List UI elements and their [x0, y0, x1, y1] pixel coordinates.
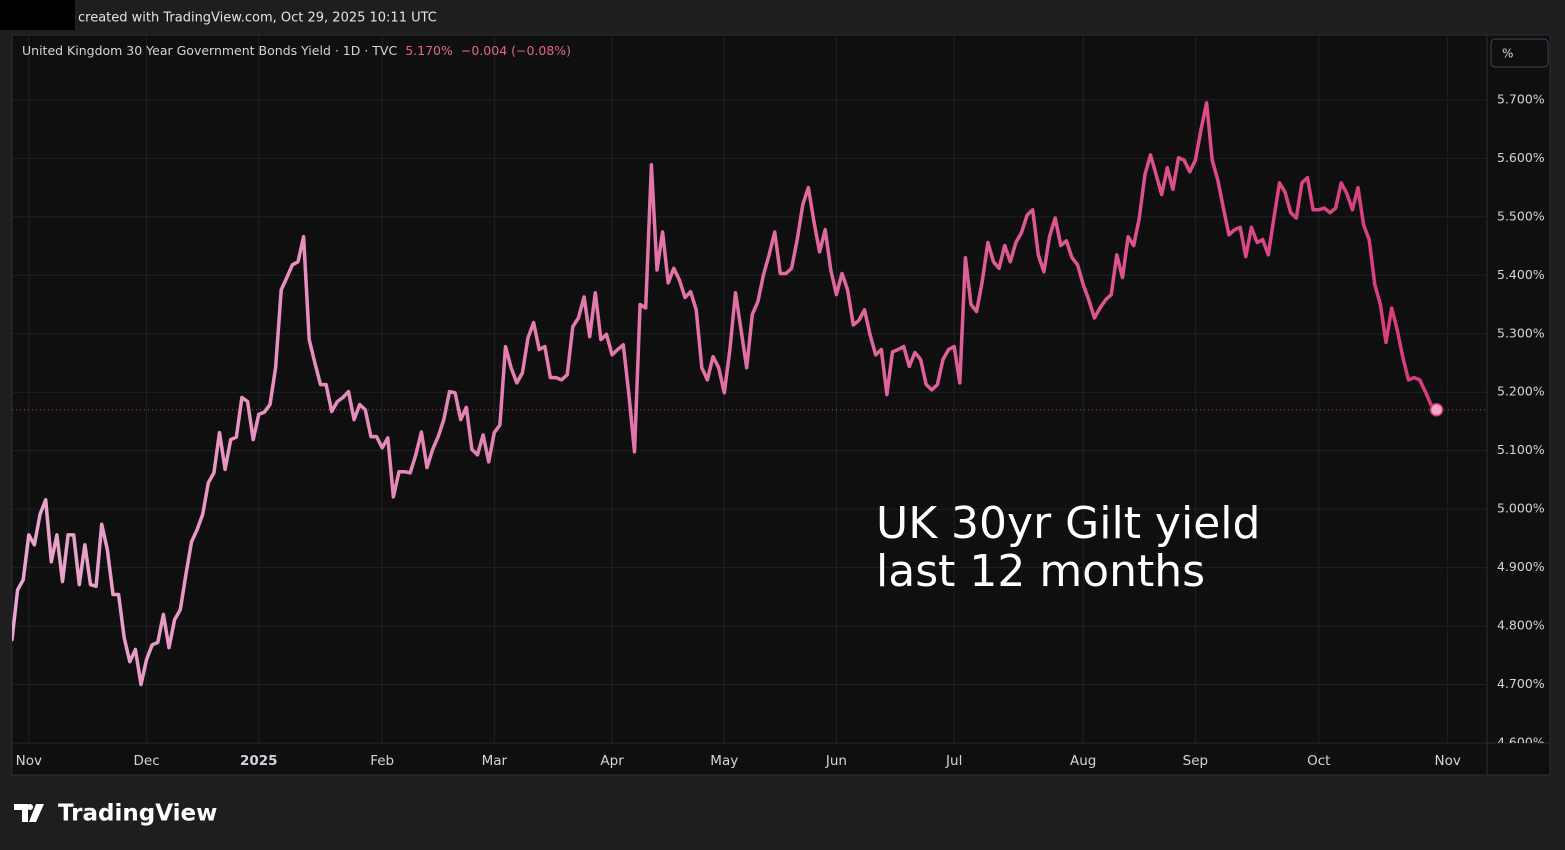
- scale-button[interactable]: [1490, 38, 1549, 68]
- y-tick-label: 4.800%: [1497, 618, 1545, 633]
- x-tick-label: Aug: [1070, 753, 1096, 769]
- y-tick-label: 5.000%: [1497, 501, 1545, 516]
- x-tick-label: Dec: [134, 753, 160, 769]
- x-tick-label: May: [710, 753, 738, 769]
- y-tick-label: 5.100%: [1497, 442, 1545, 457]
- scale-button-label[interactable]: %: [1502, 47, 1513, 61]
- x-tick-label: Oct: [1307, 753, 1330, 769]
- x-tick-label: Nov: [1435, 753, 1461, 769]
- last-point: [1429, 403, 1444, 417]
- chart-panel: [11, 34, 1551, 776]
- y-tick-label: 4.600%: [1497, 735, 1545, 750]
- y-tick-label: 5.700%: [1497, 91, 1545, 106]
- price-change: −0.004 (−0.08%): [461, 43, 571, 58]
- y-tick-label: 5.500%: [1497, 208, 1545, 223]
- symbol-title: United Kingdom 30 Year Government Bonds …: [22, 43, 397, 58]
- annotation-line-2: last 12 months: [876, 546, 1205, 597]
- y-tick-label: 5.200%: [1497, 384, 1545, 399]
- redaction: [0, 0, 75, 30]
- last-price: 5.170%: [405, 43, 453, 58]
- x-tick-label: 2025: [240, 753, 278, 769]
- annotation-line-1: UK 30yr Gilt yield: [876, 498, 1260, 549]
- brand-name: TradingView: [58, 801, 217, 827]
- brand-icon: [14, 804, 44, 822]
- x-tick-label: Sep: [1183, 753, 1208, 769]
- x-tick-label: Jul: [945, 753, 962, 769]
- y-tick-label: 5.600%: [1497, 150, 1545, 165]
- x-tick-label: Apr: [600, 753, 624, 769]
- x-tick-label: Feb: [370, 753, 394, 769]
- brand-logo: TradingView: [14, 801, 217, 827]
- credit: created with TradingView.com, Oct 29, 20…: [78, 11, 437, 26]
- series-line: [12, 101, 1439, 687]
- y-tick-label: 4.700%: [1497, 676, 1545, 691]
- x-tick-label: Nov: [16, 753, 42, 769]
- x-tick-label: Jun: [825, 753, 847, 769]
- y-tick-label: 5.400%: [1497, 267, 1545, 282]
- x-tick-label: Mar: [482, 753, 508, 769]
- y-tick-label: 4.900%: [1497, 559, 1545, 574]
- y-tick-label: 5.300%: [1497, 325, 1545, 340]
- chart-title: United Kingdom 30 Year Government Bonds …: [22, 43, 571, 58]
